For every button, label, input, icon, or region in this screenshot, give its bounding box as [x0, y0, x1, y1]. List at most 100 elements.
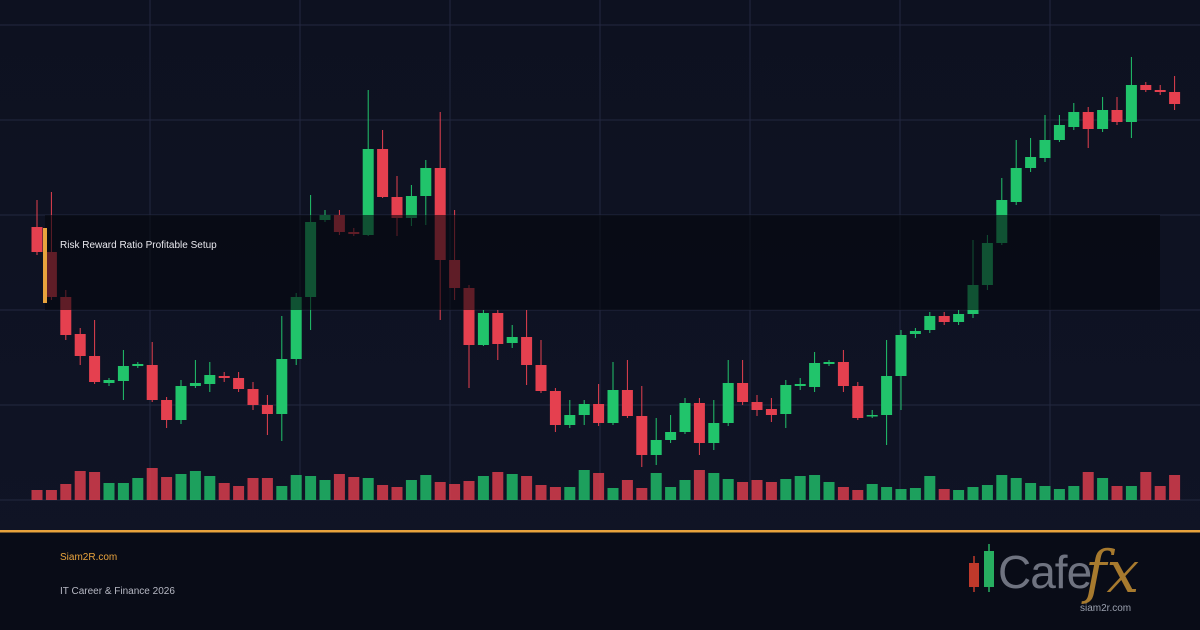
candle-body [1140, 85, 1152, 90]
candle-body [1010, 168, 1022, 202]
volume-bar [247, 478, 259, 500]
footer-site: Siam2R.com [60, 552, 117, 563]
candle-body [1039, 140, 1051, 158]
volume-bar [1053, 489, 1065, 500]
candle-body [463, 288, 475, 345]
candle-body [708, 423, 720, 443]
candle-body [492, 313, 504, 344]
candle-body [722, 383, 734, 423]
candle-body [276, 359, 288, 414]
candle-body [1082, 112, 1094, 129]
candle-body [794, 384, 806, 386]
volume-bar [377, 485, 389, 500]
volume-bar [621, 480, 633, 500]
volume-bar [146, 468, 158, 500]
candle-body [1053, 125, 1065, 140]
footer-band [0, 532, 1200, 630]
candle-body [924, 316, 936, 330]
candle-body [377, 149, 389, 197]
logo-candle [969, 563, 979, 587]
volume-bar [1068, 486, 1080, 500]
candle-body [852, 386, 864, 418]
volume-bar [103, 483, 115, 500]
volume-bar [362, 478, 374, 500]
logo: Cafe fx siam2r.com [969, 538, 1139, 614]
candle-body [564, 415, 576, 425]
candle-body [549, 391, 561, 425]
candle-body [679, 403, 691, 432]
volume-bar [506, 474, 518, 500]
candle-body [521, 337, 533, 365]
volume-bar [463, 481, 475, 500]
volume-bar [233, 486, 245, 500]
volume-bar [665, 487, 677, 500]
candle-body [1154, 90, 1166, 92]
volume-bar [189, 471, 201, 500]
candle-body [161, 400, 173, 420]
volume-bar [895, 489, 907, 500]
volume-bar [607, 488, 619, 500]
candle-body [1097, 110, 1109, 129]
volume-bar [1097, 478, 1109, 500]
volume-bar [477, 476, 489, 500]
volume-bar [204, 476, 216, 500]
volume-bar [420, 475, 432, 500]
candle-body [506, 337, 518, 343]
volume-bar [996, 475, 1008, 500]
zone-marker [43, 228, 47, 303]
candle-body [362, 149, 374, 235]
volume-bar [391, 487, 403, 500]
footer-tagline: IT Career & Finance 2026 [60, 586, 175, 597]
candle-body [175, 386, 187, 420]
candle-body [60, 297, 72, 335]
logo-url: siam2r.com [1080, 603, 1131, 614]
candle-body [31, 227, 43, 252]
candle-body [247, 389, 259, 405]
volume-bar [218, 483, 230, 500]
logo-suffix: fx [1081, 538, 1139, 606]
candle-body [146, 365, 158, 400]
candle-body [233, 378, 245, 389]
candle-body [693, 403, 705, 443]
volume-bar [578, 470, 590, 500]
volume-bar [521, 476, 533, 500]
candle-body [420, 168, 432, 196]
volume-bar [31, 490, 43, 500]
candle-body [117, 366, 129, 381]
candle-body [765, 409, 777, 415]
volume-bar [708, 473, 720, 500]
volume-bar [1082, 472, 1094, 500]
volume-bar [837, 487, 849, 500]
volume-bar [593, 473, 605, 500]
candle-body [261, 405, 273, 414]
volume-bar [449, 484, 461, 500]
volume-bar [722, 479, 734, 500]
candle-body [535, 365, 547, 391]
candle-body [780, 385, 792, 414]
volume-bar [1169, 475, 1181, 500]
logo-brand: Cafe [998, 546, 1091, 598]
volume-bar [276, 486, 288, 500]
volume-bar [74, 471, 86, 500]
volume-bar [305, 476, 317, 500]
volume-bar [60, 484, 72, 500]
volume-bar [693, 470, 705, 500]
candle-body [650, 440, 662, 455]
candle-body [837, 362, 849, 386]
candle-body [881, 376, 893, 415]
candle-body [89, 356, 101, 382]
candle-body [405, 196, 417, 218]
volume-bar [953, 490, 965, 500]
volume-bar [290, 475, 302, 500]
candle-body [477, 313, 489, 345]
volume-bar [636, 488, 648, 500]
candle-body [74, 334, 86, 356]
volume-bar [1025, 483, 1037, 500]
candle-body [434, 168, 446, 260]
volume-bar [794, 476, 806, 500]
candle-body [204, 375, 216, 384]
volume-bar [319, 480, 331, 500]
candle-body [909, 331, 921, 334]
volume-bar [89, 472, 101, 500]
candle-body [290, 297, 302, 359]
